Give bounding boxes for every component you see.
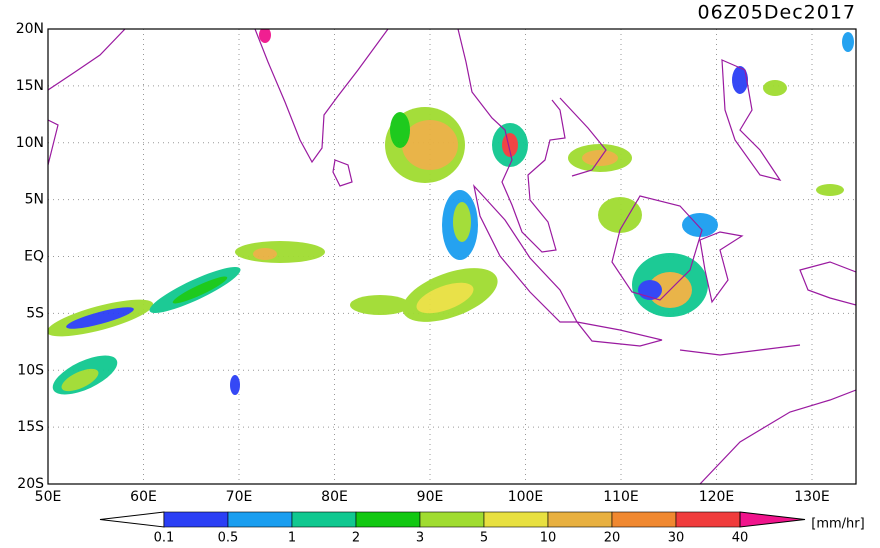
colorbar-box [163, 511, 229, 528]
lat-label: 10N [16, 135, 44, 151]
colorbar-label: 5 [480, 531, 488, 545]
colorbar: 0.1 0.5 1 2 3 5 10 20 30 40 [99, 511, 806, 546]
precipitation [48, 29, 854, 395]
lat-label: 15N [16, 78, 44, 94]
colorbar-box [291, 511, 357, 528]
lon-label: 100E [508, 489, 544, 505]
colorbar-label: 0.1 [154, 531, 175, 545]
lon-label: 60E [130, 489, 157, 505]
lat-label: 5S [26, 305, 44, 321]
coastlines [48, 29, 856, 484]
lon-label: 130E [794, 489, 830, 505]
colorbar-label: 20 [604, 531, 621, 545]
colorbar-label: 1 [288, 531, 296, 545]
colorbar-arrow [99, 511, 165, 528]
colorbar-unit: [mm/hr] [811, 517, 864, 532]
lat-label: 10S [17, 362, 44, 378]
colorbar-label: 0.5 [218, 531, 239, 545]
lon-label: 110E [603, 489, 639, 505]
colorbar-box [483, 511, 549, 528]
colorbar-label: 2 [352, 531, 360, 545]
grid [48, 29, 856, 484]
colorbar-label: 40 [732, 531, 749, 545]
map-title: 06Z05Dec2017 [698, 2, 857, 24]
colorbar-box [675, 511, 741, 528]
lon-label: 50E [35, 489, 62, 505]
lat-label: 5N [25, 192, 44, 208]
colorbar-box [227, 511, 293, 528]
colorbar-box [355, 511, 421, 528]
lon-label: 120E [699, 489, 735, 505]
lat-label: 20N [16, 21, 44, 37]
lon-label: 80E [321, 489, 348, 505]
lat-label: EQ [24, 249, 44, 265]
lon-label: 90E [417, 489, 444, 505]
colorbar-box [547, 511, 613, 528]
colorbar-box [419, 511, 485, 528]
colorbar-box [611, 511, 677, 528]
lat-label: 15S [17, 419, 44, 435]
colorbar-arrow [739, 511, 806, 528]
colorbar-label: 30 [668, 531, 685, 545]
lon-label: 70E [226, 489, 253, 505]
map-frame [47, 28, 857, 485]
lat-label: 20S [17, 476, 44, 492]
colorbar-label: 3 [416, 531, 424, 545]
colorbar-label: 10 [540, 531, 557, 545]
